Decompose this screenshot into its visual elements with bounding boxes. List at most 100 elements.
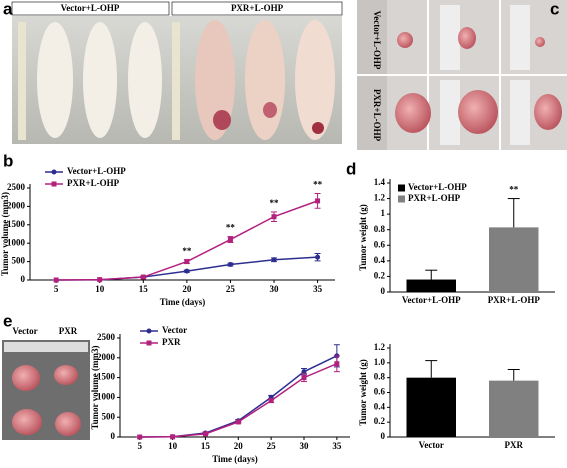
annotation: **	[313, 180, 323, 190]
y-tick-label: 0.2	[374, 270, 386, 280]
marker	[184, 259, 190, 265]
photo-label: PXR	[59, 326, 78, 336]
marker	[301, 369, 307, 375]
x-axis-title: Time (days)	[212, 454, 258, 464]
legend-label: PXR+L-OHP	[67, 178, 120, 188]
marker	[53, 277, 59, 283]
marker	[315, 254, 321, 260]
y-tick-label: 2000	[97, 352, 116, 362]
marker	[268, 398, 274, 404]
y-tick-label: 1	[381, 208, 386, 218]
bar	[406, 377, 456, 437]
legend-label: PXR+L-OHP	[408, 193, 461, 203]
y-axis-title: Tumor volume (mm3)	[0, 192, 10, 276]
y-tick-label: 1.2	[374, 342, 386, 352]
legend-marker	[146, 328, 152, 334]
x-tick-label: 15	[139, 284, 149, 294]
x-tick-label: 5	[137, 441, 142, 451]
y-tick-label: 0	[111, 431, 116, 441]
y-tick-label: 0.8	[374, 372, 386, 382]
panel-label: c	[550, 0, 559, 18]
legend-label: Vector+L-OHP	[408, 182, 467, 192]
legend-marker	[51, 181, 57, 187]
panel-label: b	[3, 151, 13, 170]
photo-label: Vector+L-OHP	[372, 11, 382, 70]
annotation: **	[226, 223, 236, 233]
marker	[315, 198, 321, 204]
panel-label: e	[3, 311, 12, 330]
bar	[489, 380, 539, 437]
marker	[184, 268, 190, 274]
y-tick-label: 0.6	[374, 239, 386, 249]
marker	[271, 214, 277, 220]
x-axis-title: Time (days)	[160, 297, 206, 307]
legend-swatch	[398, 195, 405, 203]
photo-label: PXR+L-OHP	[372, 89, 382, 142]
annotation: **	[182, 246, 192, 256]
x-tick-label: PXR+L-OHP	[488, 295, 541, 305]
y-axis-title: Tumor weight (g)	[358, 359, 368, 426]
legend-label: PXR	[162, 337, 181, 347]
marker	[334, 361, 340, 367]
y-tick-label: 1000	[7, 237, 26, 247]
bar	[406, 279, 456, 292]
y-tick-label: 1.0	[374, 357, 386, 367]
marker	[137, 434, 143, 440]
y-tick-label: 0.8	[374, 224, 386, 234]
x-tick-label: 25	[226, 284, 236, 294]
y-tick-label: 2000	[7, 200, 26, 210]
y-tick-label: 1.2	[374, 193, 386, 203]
y-tick-label: 0.4	[374, 401, 386, 411]
legend-marker	[51, 169, 57, 175]
legend-label: Vector	[162, 325, 187, 335]
annotation: **	[270, 198, 280, 208]
x-tick-label: 30	[270, 284, 280, 294]
x-tick-label: 10	[95, 284, 105, 294]
x-tick-label: Vector	[419, 440, 444, 450]
y-tick-label: 0.4	[374, 255, 386, 265]
y-tick-label: 0.2	[374, 416, 386, 426]
marker	[271, 257, 277, 263]
marker	[170, 434, 176, 440]
y-tick-label: 0	[21, 274, 26, 284]
line	[56, 200, 318, 281]
x-tick-label: 30	[300, 441, 310, 451]
y-tick-label: 500	[102, 411, 116, 421]
y-axis-title: Tumor volume (mm3)	[90, 346, 100, 430]
annotation: **	[509, 185, 519, 195]
x-tick-label: PXR	[505, 440, 524, 450]
x-tick-label: 20	[234, 441, 244, 451]
y-tick-label: 1500	[97, 372, 116, 382]
photo-label: PXR+L-OHP	[231, 3, 284, 13]
marker	[140, 274, 146, 280]
panel-label: d	[346, 159, 356, 178]
x-tick-label: 25	[267, 441, 277, 451]
x-tick-label: 10	[168, 441, 178, 451]
legend-swatch	[398, 184, 405, 192]
marker	[227, 237, 233, 243]
photo-c	[357, 0, 567, 150]
x-tick-label: 35	[313, 284, 323, 294]
photo-label: Vector	[12, 326, 37, 336]
y-tick-label: 0	[381, 431, 386, 441]
marker	[227, 262, 233, 268]
marker	[202, 431, 208, 437]
marker	[97, 277, 103, 283]
marker	[301, 375, 307, 381]
y-tick-label: 2500	[7, 182, 26, 192]
y-tick-label: 2500	[97, 332, 116, 342]
y-tick-label: 1.4	[374, 177, 386, 187]
photo-label: Vector+L-OHP	[61, 3, 120, 13]
line	[139, 363, 338, 438]
x-tick-label: 5	[54, 284, 59, 294]
bar	[489, 227, 539, 292]
y-tick-label: 1500	[7, 219, 26, 229]
y-axis-title: Tumor weight (g)	[358, 204, 368, 271]
y-tick-label: 0	[381, 286, 386, 296]
y-tick-label: 1000	[97, 391, 116, 401]
legend-marker	[146, 340, 152, 346]
line	[139, 355, 338, 438]
legend-label: Vector+L-OHP	[67, 166, 126, 176]
y-tick-label: 0.6	[374, 387, 386, 397]
x-tick-label: 35	[332, 441, 342, 451]
